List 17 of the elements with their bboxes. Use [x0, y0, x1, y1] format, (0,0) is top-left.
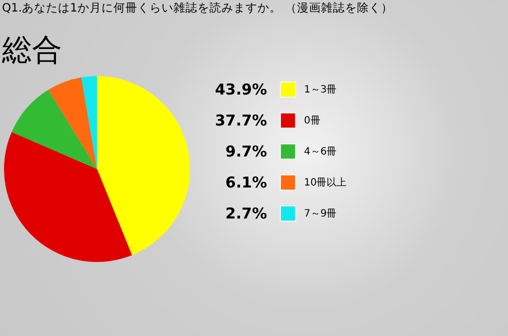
legend-label: 7～9冊 — [304, 208, 337, 220]
legend-label: 4～6冊 — [304, 146, 337, 158]
chart-subtitle: 総合 — [1, 33, 62, 68]
data-label: 43.9% — [214, 80, 267, 98]
chart-title: Q1.あなたは1か月に何冊くらい雑誌を読みますか。 （漫画雑誌を除く） — [2, 0, 393, 14]
legend-label: 0冊 — [304, 116, 320, 126]
pie-slice — [81, 76, 97, 169]
data-label: 37.7% — [214, 112, 267, 130]
data-label: 6.1% — [225, 174, 267, 192]
data-label: 9.7% — [225, 142, 267, 160]
pie-slice — [4, 132, 132, 262]
pie-slice — [12, 90, 97, 169]
pie-slice — [48, 77, 97, 169]
pie-slice — [97, 76, 190, 256]
legend-label: 10冊以上 — [304, 176, 347, 188]
data-label: 2.7% — [225, 204, 267, 222]
legend-label: 1～3冊 — [304, 84, 337, 96]
